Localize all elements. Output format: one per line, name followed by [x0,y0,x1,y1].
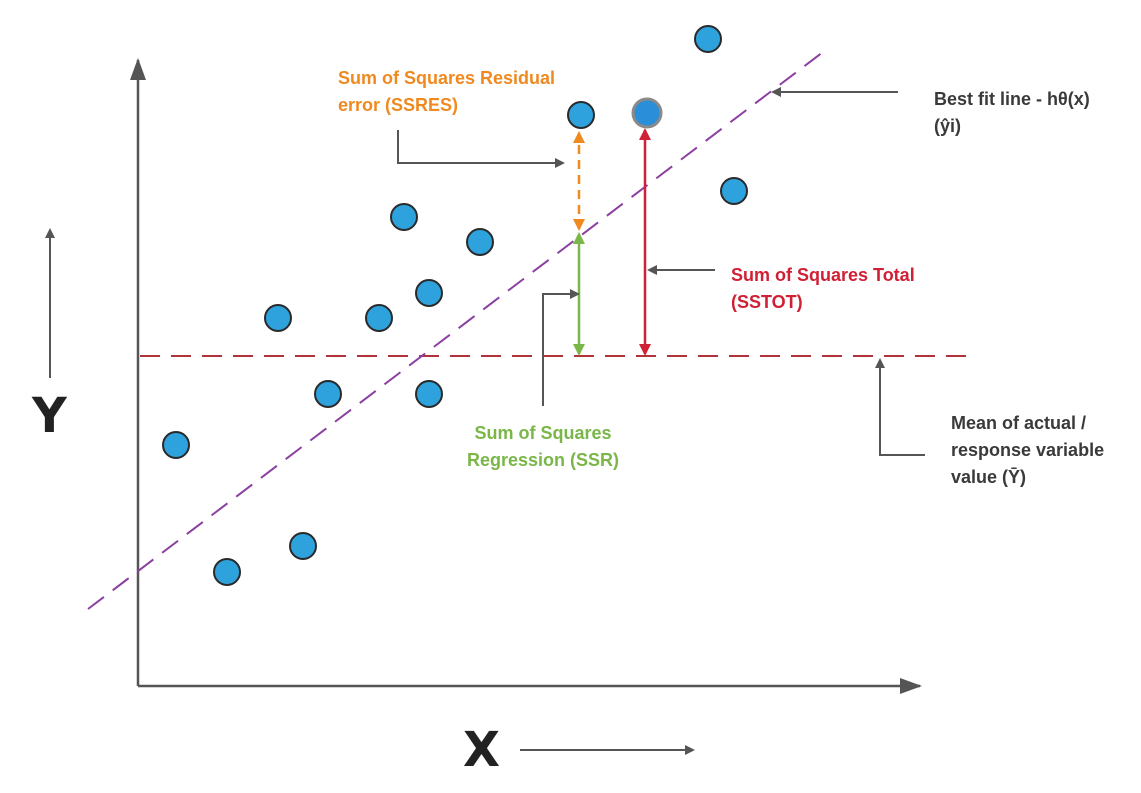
best-fit-label-line2: (ŷi) [934,116,961,136]
ssr-label-line2: Regression (SSR) [466,450,620,470]
data-point [289,532,317,560]
data-point [694,25,722,53]
mean-label-line2: response variable [951,440,1105,460]
ssr-label: Sum of Squares Regression (SSR) [440,420,646,474]
ssres-label-line1: Sum of Squares Residual [338,68,556,88]
mean-label-line1: Mean of actual / [951,413,1087,433]
x-axis-label: X [463,722,501,778]
sstot-label-line1: Sum of Squares Total [731,265,915,285]
y-axis-label: Y [32,388,67,444]
ssr-label-line1: Sum of Squares [474,423,612,443]
data-point [365,304,393,332]
mean-label-line3: value (Ȳ) [951,467,1027,487]
ssr-pointer-arrow-icon [542,289,580,406]
best-fit-label-line1: Best fit line - hθ(x) [934,89,1090,109]
sstot-label: Sum of Squares Total (SSTOT) [731,262,915,316]
ssres-label: Sum of Squares Residual error (SSRES) [338,65,555,119]
ssres-label-line2: error (SSRES) [338,95,459,115]
data-point [466,228,494,256]
data-point [720,177,748,205]
highlighted-data-point [631,97,663,129]
sstot-label-line2: (SSTOT) [731,292,803,312]
data-points [162,25,748,586]
mean-label: Mean of actual / response variable value… [951,410,1104,491]
data-point [390,203,418,231]
data-point [415,279,443,307]
data-point [264,304,292,332]
data-point [213,558,241,586]
best-fit-label: Best fit line - hθ(x) (ŷi) [934,86,1090,140]
best-fit-line [87,51,824,610]
data-point [415,380,443,408]
data-point [314,380,342,408]
ssres-pointer-arrow-icon [397,130,565,168]
mean-pointer-arrow-icon [875,358,925,456]
data-point [162,431,190,459]
data-point [567,101,595,129]
